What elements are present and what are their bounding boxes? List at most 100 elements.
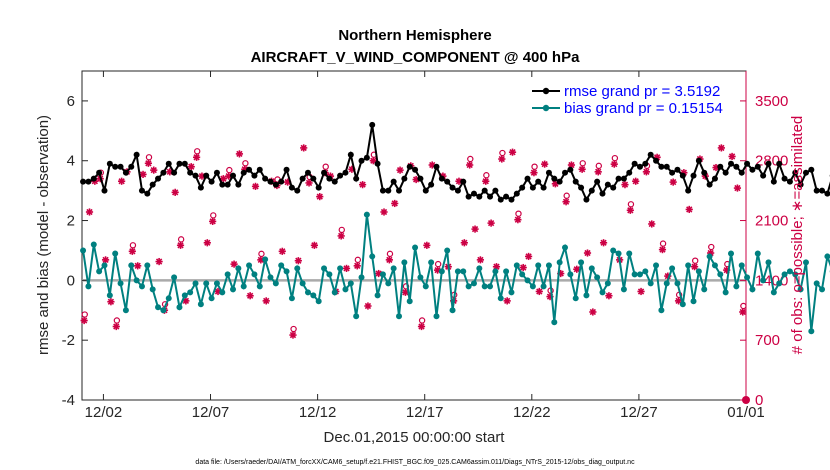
bias-point	[578, 259, 585, 266]
bias-point	[96, 268, 103, 275]
bias-point	[203, 280, 210, 287]
obs-count-point	[707, 243, 715, 257]
rmse-point	[347, 151, 354, 158]
rmse-point	[770, 178, 777, 185]
rmse-point	[267, 178, 274, 185]
obs-assimilated-stroke	[686, 206, 693, 213]
obs-count-point	[610, 154, 619, 168]
rmse-point	[808, 166, 815, 173]
bias-point	[379, 271, 386, 278]
rmse-point	[203, 172, 210, 179]
rmse-point	[224, 181, 231, 188]
bias-point	[294, 265, 301, 272]
obs-assimilated-stroke	[246, 292, 254, 299]
obs-assimilated-stroke	[675, 297, 682, 305]
bias-point	[792, 271, 799, 278]
y-tick-label-left: -2	[62, 332, 75, 349]
obs-assimilated-stroke	[134, 262, 141, 269]
rmse-point	[470, 190, 477, 197]
rmse-point	[422, 187, 429, 194]
rmse-point	[128, 163, 135, 170]
obs-assimilated-stroke	[300, 144, 307, 152]
rmse-point	[256, 166, 263, 173]
y-tick-label-right: 0	[755, 392, 763, 409]
obs-assimilated-stroke	[525, 253, 532, 260]
bias-point	[165, 295, 172, 302]
rmse-point	[685, 187, 692, 194]
bias-point	[562, 244, 569, 251]
bias-point	[358, 274, 365, 281]
obs-possible-marker	[659, 240, 667, 247]
obs-count-point	[385, 250, 394, 264]
bias-point	[551, 319, 558, 326]
rmse-point	[701, 169, 708, 176]
obs-possible-marker	[338, 226, 345, 234]
bias-point	[117, 280, 124, 287]
obs-possible-marker	[740, 302, 747, 310]
bias-point	[674, 280, 681, 287]
rmse-point	[722, 169, 729, 176]
obs-assimilated-stroke	[718, 144, 725, 152]
bias-point	[85, 283, 92, 290]
obs-assimilated-stroke	[455, 178, 463, 185]
bias-point	[101, 262, 108, 269]
obs-assimilated-stroke	[429, 161, 436, 169]
obs-possible-marker	[113, 317, 121, 324]
bias-point	[144, 262, 151, 269]
obs-assimilated-stroke	[637, 288, 645, 295]
rmse-point	[572, 178, 579, 185]
obs-assimilated-stroke	[311, 242, 318, 249]
chart-subtitle: AIRCRAFT_V_WIND_COMPONENT @ 400 hPa	[251, 49, 581, 66]
obs-count-point	[251, 182, 260, 190]
bias-point	[588, 265, 595, 272]
obs-count-point	[310, 241, 318, 249]
obs-assimilated-stroke	[188, 163, 195, 170]
bias-point	[647, 280, 654, 287]
obs-possible-marker	[210, 212, 217, 219]
bias-point	[240, 283, 247, 290]
obs-assimilated-stroke	[182, 297, 190, 305]
bias-point	[176, 304, 183, 311]
bias-point	[149, 286, 156, 293]
plot-area	[81, 70, 747, 401]
obs-assimilated-stroke	[252, 183, 259, 190]
bias-point	[669, 265, 676, 272]
obs-count-point	[632, 177, 640, 185]
obs-possible-marker	[177, 236, 185, 243]
obs-assimilated-stroke	[386, 256, 393, 264]
bias-point	[433, 313, 440, 320]
bias-point	[765, 259, 772, 266]
legend-rmse-label: rmse grand pr = 3.5192	[564, 83, 720, 100]
rmse-point	[144, 190, 151, 197]
bias-point	[529, 283, 536, 290]
obs-count-point	[128, 242, 137, 255]
obs-count-point	[262, 297, 270, 305]
bias-point	[540, 283, 547, 290]
obs-assimilated-stroke	[541, 160, 548, 168]
obs-count-point	[589, 308, 597, 316]
obs-assimilated-stroke	[621, 181, 629, 188]
rmse-point	[406, 163, 413, 170]
obs-possible-marker	[418, 317, 426, 324]
bias-point	[786, 268, 793, 275]
x-tick-label: 12/07	[192, 404, 230, 421]
obs-possible-marker	[691, 257, 699, 264]
bias-point	[760, 277, 767, 284]
rmse-point	[642, 160, 649, 167]
rmse-point	[658, 163, 665, 170]
obs-assimilated-stroke	[370, 157, 377, 164]
bias-point	[620, 286, 627, 293]
bias-point	[106, 292, 113, 299]
rmse-point	[674, 166, 681, 173]
rmse-point	[96, 169, 103, 176]
rmse-point	[583, 196, 590, 203]
obs-count-point	[246, 292, 254, 300]
obs-assimilated-stroke	[364, 302, 372, 310]
bias-point	[197, 301, 204, 308]
bias-point	[369, 253, 376, 260]
obs-assimilated-stroke	[536, 288, 543, 295]
rmse-point	[208, 178, 215, 185]
rmse-point	[481, 187, 488, 194]
obs-count-point	[155, 257, 163, 266]
obs-assimilated-stroke	[493, 263, 500, 270]
